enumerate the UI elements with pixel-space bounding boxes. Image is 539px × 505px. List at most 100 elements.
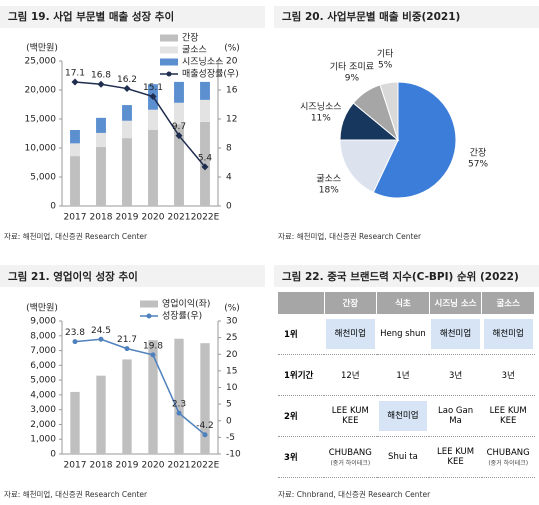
y2-tick-label: 8: [226, 144, 232, 154]
legend-label: 간장: [182, 33, 199, 44]
slice-value: 57%: [468, 159, 488, 169]
legend-swatch: [160, 34, 178, 42]
cell-text: CHUBANG: [328, 447, 372, 458]
header-cell: 굴소스: [481, 292, 535, 314]
cell: Shui ta: [376, 436, 430, 478]
marker: [202, 432, 208, 438]
y2-tick-label: -5: [226, 433, 235, 443]
bar: [122, 359, 132, 454]
row: 2위 LEE KUM KEE 해천미업 Lao Gan Ma LEE KUM K…: [278, 395, 535, 437]
y2-unit: (%): [224, 44, 240, 54]
bar: [122, 120, 132, 139]
legend-label: 매출성장률(우): [182, 69, 239, 80]
x-tick-label: 2017: [64, 461, 87, 471]
pie-slice: [372, 81, 457, 199]
chart-title: 그림 19. 사업 부문별 매출 성장 추이: [8, 10, 174, 23]
y-tick-label: 7,000: [30, 346, 56, 356]
cell: 3년: [429, 354, 482, 396]
y2-tick-label: 20: [226, 57, 238, 67]
slice-value: 9%: [345, 74, 360, 84]
bar: [148, 130, 158, 206]
cell-text: CHUBANG: [486, 447, 530, 458]
bar: [122, 138, 132, 206]
row-header: 3위: [278, 436, 324, 478]
x-tick-label: 2020: [142, 213, 165, 223]
marker: [72, 339, 78, 345]
x-tick-label: 2017: [64, 213, 87, 223]
slice-label: 간장: [470, 147, 487, 158]
y-tick-label: 0: [50, 450, 56, 460]
row: 1위 해천미업 Heng shun 해천미업 해천미업: [278, 314, 535, 355]
cell: 12년: [324, 354, 377, 396]
data-label: 2.3: [172, 400, 186, 410]
cell-text: 해천미업: [378, 401, 428, 431]
bar: [70, 391, 80, 454]
data-label: 16.2: [117, 75, 137, 85]
bar: [174, 124, 184, 206]
y-tick-label: 25,000: [25, 57, 57, 67]
cell: Lao Gan Ma: [429, 395, 482, 437]
marker: [98, 336, 104, 342]
bar: [148, 340, 158, 454]
y-tick-label: 1,000: [30, 435, 56, 445]
cell: 해천미업: [481, 314, 535, 355]
cell-text: 해천미업: [431, 319, 480, 349]
bar: [70, 143, 80, 157]
header-cell: [278, 292, 325, 314]
data-label: 16.8: [91, 71, 111, 81]
pie-slice: [379, 81, 399, 141]
cell: 해천미업: [376, 395, 430, 437]
y2-tick-label: 20: [226, 350, 238, 360]
x-tick-label: 2018: [90, 461, 113, 471]
y2-tick-label: -10: [226, 450, 241, 460]
data-label: 15.1: [143, 83, 163, 93]
line: [74, 81, 206, 168]
bar: [70, 156, 80, 206]
table-title: 그림 22. 중국 브랜드력 지수(C-BPI) 순위 (2022): [282, 270, 519, 283]
y-tick-label: 10,000: [25, 144, 57, 154]
bar: [70, 130, 80, 144]
line: [74, 338, 206, 436]
x-tick-label: 2019: [116, 213, 139, 223]
x-tick-label: 2022E: [191, 461, 220, 471]
legend-swatch: [160, 46, 178, 54]
bar: [148, 109, 158, 131]
title-bar: [0, 6, 265, 28]
data-label: 19.8: [143, 341, 163, 351]
slice-value: 5%: [378, 61, 393, 71]
cell: Heng shun: [376, 314, 430, 355]
legend-swatch: [140, 300, 158, 308]
y-tick-label: 20,000: [25, 86, 57, 96]
cell: 해천미업: [324, 314, 377, 355]
x-tick-label: 2021: [168, 213, 191, 223]
y-tick-label: 2,000: [30, 420, 56, 430]
row-header: 1위: [278, 314, 324, 355]
cell-text: 해천미업: [326, 319, 375, 349]
legend-label: 성장률(우): [162, 311, 202, 322]
bar: [122, 105, 132, 121]
cell: 3년: [481, 354, 535, 396]
y2-tick-label: 0: [226, 202, 232, 212]
bar: [174, 102, 184, 125]
data-label: 21.7: [117, 335, 137, 345]
data-label: 24.5: [91, 326, 111, 336]
y-unit: (백만원): [26, 43, 58, 54]
header-cell: 간장: [324, 292, 378, 314]
row: 1위기간 12년 1년 3년 3년: [278, 354, 535, 396]
bar: [200, 81, 210, 100]
slice-label: 굴소스: [316, 173, 341, 184]
slice-value: 18%: [319, 185, 339, 195]
cell-text: 해천미업: [483, 319, 533, 349]
legend-marker: [166, 71, 172, 77]
y-tick-label: 8,000: [30, 331, 56, 341]
header-row: 간장 식초 시즈닝 소스 굴소스: [278, 292, 535, 314]
x-tick-label: 2022E: [191, 213, 220, 223]
title-bar: [0, 265, 265, 287]
bar: [96, 132, 106, 147]
y-tick-label: 6,000: [30, 361, 56, 371]
pie-slice: [339, 139, 399, 194]
bar: [174, 81, 184, 103]
cell: CHUBANG (중거 하이테크): [481, 436, 535, 478]
cell: 1년: [376, 354, 430, 396]
